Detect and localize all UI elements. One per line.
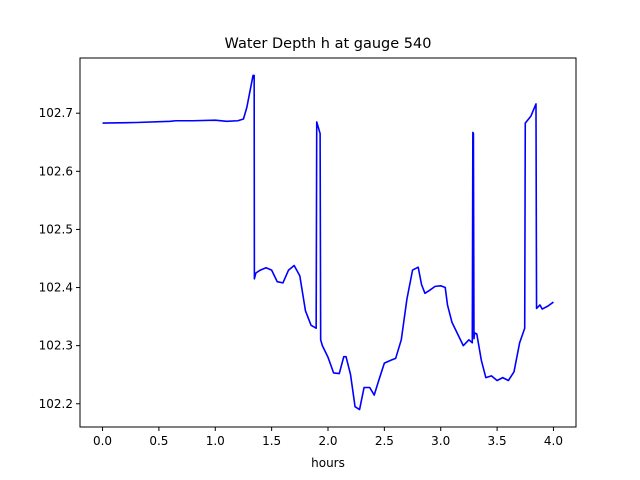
series-line bbox=[102, 74, 554, 411]
x-tick-label: 0.0 bbox=[93, 434, 112, 448]
x-axis-label: hours bbox=[311, 456, 345, 470]
plot-area bbox=[102, 74, 554, 411]
y-tick-label: 102.7 bbox=[39, 106, 73, 120]
x-tick-label: 4.0 bbox=[544, 434, 563, 448]
y-axis-ticks: 102.2 102.3 102.4 102.5 102.6 102.7 bbox=[39, 106, 80, 411]
x-tick-label: 2.5 bbox=[375, 434, 394, 448]
x-tick-label: 3.0 bbox=[431, 434, 450, 448]
y-tick-label: 102.6 bbox=[39, 164, 73, 178]
axes-frame bbox=[79, 57, 577, 428]
x-tick-label: 0.5 bbox=[149, 434, 168, 448]
x-axis-ticks: 0.0 0.5 1.0 1.5 2.0 2.5 3.0 3.5 4.0 bbox=[93, 427, 563, 448]
x-tick-label: 1.5 bbox=[262, 434, 281, 448]
y-tick-label: 102.4 bbox=[39, 281, 73, 295]
x-tick-label: 2.0 bbox=[318, 434, 337, 448]
y-tick-label: 102.2 bbox=[39, 397, 73, 411]
x-tick-label: 1.0 bbox=[206, 434, 225, 448]
y-tick-label: 102.5 bbox=[39, 222, 73, 236]
y-tick-label: 102.3 bbox=[39, 339, 73, 353]
x-tick-label: 3.5 bbox=[488, 434, 507, 448]
chart-title: Water Depth h at gauge 540 bbox=[225, 36, 432, 52]
